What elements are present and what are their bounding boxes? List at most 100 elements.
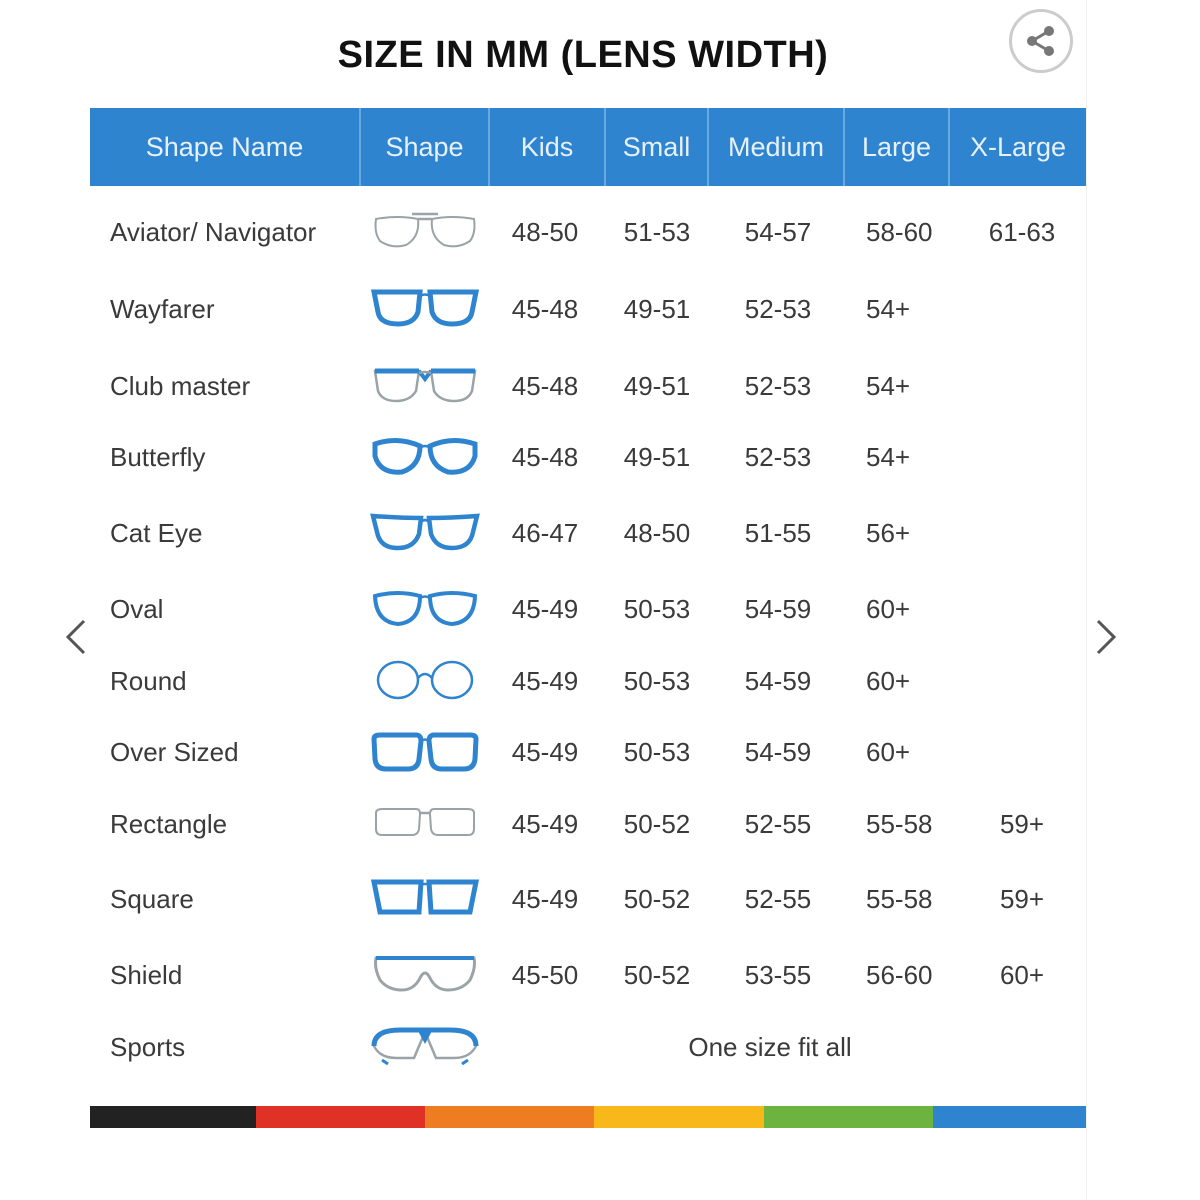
cateye-glasses-icon <box>370 513 480 551</box>
shape-name: Rectangle <box>110 808 228 839</box>
size-large: 55-58 <box>866 883 933 914</box>
size-medium: 52-53 <box>744 370 812 401</box>
table-row: Round 45-49 50-53 54-59 60+ <box>90 651 1086 711</box>
size-kids: 45-49 <box>511 808 579 839</box>
header-shape: Shape <box>361 108 490 186</box>
size-small: 49-51 <box>623 441 691 472</box>
stripe-segment <box>425 1106 594 1128</box>
table-row: Square 45-49 50-52 52-55 55-58 59+ <box>90 869 1086 929</box>
shape-name: Sports <box>110 1031 186 1062</box>
size-small: 49-51 <box>623 370 691 401</box>
header-kids: Kids <box>490 108 606 186</box>
table-row: Oval 45-49 50-53 54-59 60+ <box>90 579 1086 639</box>
size-all: One size fit all <box>688 1031 852 1062</box>
carousel-next-button[interactable] <box>1086 615 1126 659</box>
shape-name: Oval <box>110 593 164 624</box>
table-header: Shape Name Shape Kids Small Medium Large… <box>90 108 1086 186</box>
square-glasses-icon <box>370 879 480 915</box>
butterfly-glasses-icon <box>372 438 478 475</box>
size-kids: 45-50 <box>511 959 579 990</box>
size-large: 60+ <box>866 736 911 767</box>
table-row: Over Sized 45-49 50-53 54-59 60+ <box>90 722 1086 782</box>
size-large: 60+ <box>866 593 911 624</box>
shape-name: Square <box>110 883 194 914</box>
share-icon <box>1027 26 1054 56</box>
size-small: 50-53 <box>623 665 691 696</box>
size-medium: 52-55 <box>744 883 812 914</box>
size-small: 50-53 <box>623 593 691 624</box>
header-medium: Medium <box>709 108 845 186</box>
wayfarer-glasses-icon <box>370 289 480 327</box>
header-small: Small <box>606 108 709 186</box>
size-x-large: 61-63 <box>988 216 1056 247</box>
size-medium: 54-59 <box>744 593 812 624</box>
size-large: 60+ <box>866 665 911 696</box>
size-x-large: 59+ <box>999 883 1045 914</box>
size-kids: 45-48 <box>511 370 579 401</box>
size-medium: 54-57 <box>744 216 812 247</box>
shape-name: Over Sized <box>110 736 239 767</box>
size-large: 54+ <box>866 441 911 472</box>
shape-name: Club master <box>110 370 251 401</box>
size-small: 50-53 <box>623 736 691 767</box>
size-kids: 45-48 <box>511 293 579 324</box>
page-edge <box>1086 0 1200 1200</box>
shape-name: Butterfly <box>110 441 206 472</box>
carousel-prev-button[interactable] <box>58 615 98 659</box>
aviator-glasses-icon <box>374 212 476 248</box>
shape-name: Wayfarer <box>110 293 215 324</box>
size-x-large <box>968 651 1076 711</box>
size-small: 49-51 <box>623 293 691 324</box>
stripe-segment <box>256 1106 425 1128</box>
size-small: 50-52 <box>623 808 691 839</box>
table-row: Shield 45-50 50-52 53-55 56-60 60+ <box>90 945 1086 1005</box>
size-x-large <box>968 579 1076 639</box>
size-kids: 45-49 <box>511 593 579 624</box>
size-medium: 52-53 <box>744 441 812 472</box>
shape-name: Aviator/ Navigator <box>110 216 317 247</box>
table-row: Butterfly 45-48 49-51 52-53 54+ <box>90 427 1086 487</box>
chevron-right-icon <box>1096 619 1117 655</box>
size-large: 56+ <box>866 517 911 548</box>
size-small: 50-52 <box>623 959 691 990</box>
table-row: Sports One size fit all <box>90 1017 1086 1077</box>
size-medium: 52-53 <box>744 293 812 324</box>
size-medium: 51-55 <box>744 517 812 548</box>
size-kids: 45-49 <box>511 665 579 696</box>
share-button[interactable] <box>1009 9 1073 73</box>
table-row: Wayfarer 45-48 49-51 52-53 54+ <box>90 279 1086 339</box>
size-x-large <box>968 279 1076 339</box>
rectangle-glasses-icon <box>375 808 475 836</box>
size-x-large <box>968 356 1076 416</box>
clubmaster-glasses-icon <box>373 368 477 403</box>
size-kids: 46-47 <box>511 517 579 548</box>
size-large: 58-60 <box>866 216 933 247</box>
size-medium: 52-55 <box>744 808 812 839</box>
size-medium: 54-59 <box>744 665 812 696</box>
size-small: 48-50 <box>623 517 691 548</box>
chevron-left-icon <box>65 619 86 655</box>
sports-glasses-icon <box>371 1027 479 1066</box>
chart-title: SIZE IN MM (LENS WIDTH) <box>337 34 829 76</box>
shape-name: Round <box>110 665 187 696</box>
size-kids: 45-49 <box>511 883 579 914</box>
stripe-segment <box>90 1106 256 1128</box>
shield-glasses-icon <box>374 956 476 992</box>
stripe-segment <box>594 1106 764 1128</box>
size-large: 56-60 <box>866 959 933 990</box>
header-large: Large <box>845 108 950 186</box>
oval-glasses-icon <box>372 591 478 627</box>
round-glasses-icon <box>376 660 474 700</box>
size-x-large: 60+ <box>999 959 1045 990</box>
header-x-large: X-Large <box>969 131 1067 162</box>
size-kids: 45-48 <box>511 441 579 472</box>
size-medium: 53-55 <box>744 959 812 990</box>
stripe-segment <box>933 1106 1086 1128</box>
size-medium: 54-59 <box>744 736 812 767</box>
size-large: 55-58 <box>866 808 933 839</box>
shape-name: Shield <box>110 959 183 990</box>
table-row: Club master 45-48 49-51 52-53 54+ <box>90 356 1086 416</box>
size-kids: 48-50 <box>511 216 579 247</box>
size-small: 50-52 <box>623 883 691 914</box>
shape-name: Cat Eye <box>110 517 203 548</box>
